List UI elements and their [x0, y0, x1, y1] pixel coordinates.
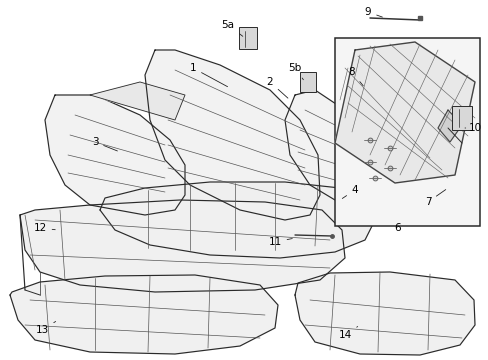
- Polygon shape: [10, 275, 278, 354]
- Text: 9: 9: [364, 7, 382, 17]
- Polygon shape: [334, 42, 474, 183]
- Text: 10: 10: [464, 123, 481, 133]
- Text: 4: 4: [342, 185, 358, 198]
- Text: 8: 8: [348, 67, 363, 86]
- Text: 13: 13: [35, 321, 56, 335]
- Text: 2: 2: [266, 77, 287, 98]
- Text: 5b: 5b: [288, 63, 303, 80]
- Bar: [299, 72, 315, 92]
- Text: 5a: 5a: [221, 20, 243, 36]
- Text: 7: 7: [424, 190, 445, 207]
- Polygon shape: [45, 95, 184, 215]
- Polygon shape: [285, 90, 377, 205]
- Polygon shape: [20, 200, 345, 292]
- Text: 14: 14: [338, 327, 357, 340]
- Bar: [334, 38, 479, 226]
- Text: 3: 3: [92, 137, 117, 151]
- Bar: [239, 27, 257, 49]
- Text: 11: 11: [268, 237, 292, 247]
- Polygon shape: [100, 182, 374, 258]
- Polygon shape: [90, 82, 184, 120]
- Polygon shape: [437, 110, 461, 142]
- Polygon shape: [294, 272, 474, 355]
- Text: 12: 12: [33, 223, 55, 233]
- Polygon shape: [145, 50, 319, 220]
- Bar: [451, 106, 471, 130]
- Text: 1: 1: [189, 63, 227, 87]
- Text: 6: 6: [394, 223, 401, 233]
